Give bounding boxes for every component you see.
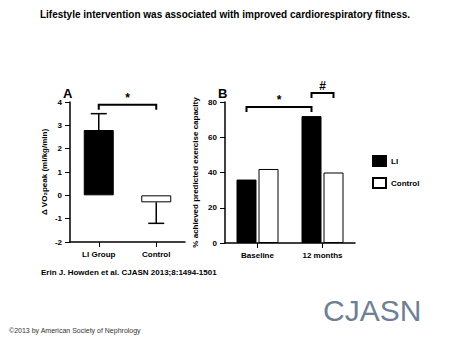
svg-text:Erin J. Howden et al. CJASN 20: Erin J. Howden et al. CJASN 2013;8:1494-… — [41, 268, 217, 277]
svg-text:LI Group: LI Group — [82, 250, 115, 259]
svg-text:% achieved predicted exercise: % achieved predicted exercise capacity — [191, 97, 200, 248]
svg-text:60: 60 — [208, 133, 217, 142]
svg-text:CJASN: CJASN — [323, 294, 421, 327]
svg-text:40: 40 — [208, 168, 217, 177]
svg-text:Δ VO₂peak (ml/kg/min): Δ VO₂peak (ml/kg/min) — [40, 129, 49, 216]
svg-text:0: 0 — [58, 191, 63, 200]
svg-text:80: 80 — [208, 98, 217, 107]
svg-text:-1: -1 — [55, 214, 63, 223]
svg-text:20: 20 — [208, 203, 217, 212]
svg-text:-2: -2 — [55, 238, 63, 247]
svg-text:2: 2 — [58, 144, 63, 153]
svg-text:Baseline: Baseline — [241, 251, 274, 260]
svg-text:12 months: 12 months — [302, 251, 343, 260]
svg-text:Control: Control — [142, 250, 170, 259]
svg-text:4: 4 — [58, 98, 63, 107]
svg-text:#: # — [319, 79, 326, 93]
svg-text:*: * — [277, 93, 282, 107]
svg-text:B: B — [218, 86, 227, 101]
svg-text:*: * — [125, 91, 130, 105]
svg-text:Control: Control — [391, 179, 419, 188]
svg-text:3: 3 — [58, 121, 63, 130]
svg-text:0: 0 — [213, 239, 218, 248]
svg-text:©2013 by American Society of N: ©2013 by American Society of Nephrology — [9, 327, 141, 335]
svg-text:LI: LI — [391, 157, 398, 166]
svg-text:1: 1 — [58, 168, 63, 177]
svg-text:A: A — [63, 86, 73, 101]
svg-text:Lifestyle intervention was ass: Lifestyle intervention was associated wi… — [40, 9, 410, 20]
